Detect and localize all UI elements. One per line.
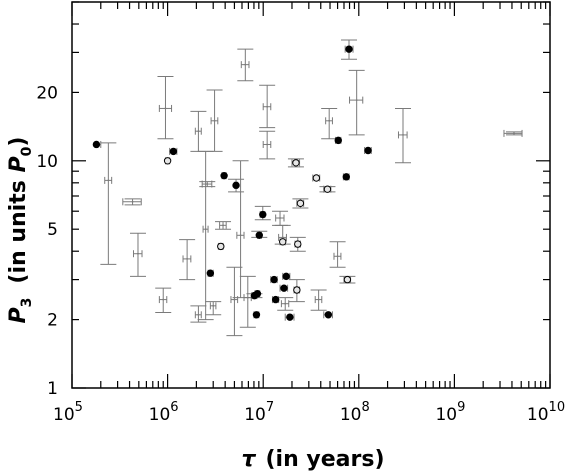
y-axis-title: P3(in units P0) <box>6 137 35 324</box>
data-point-center <box>244 63 247 66</box>
data-point-filled <box>364 146 372 155</box>
data-point-open <box>294 240 302 248</box>
data-point-center <box>281 236 284 239</box>
data-point-center <box>266 143 269 146</box>
data-point-open <box>323 185 332 193</box>
data-point-center <box>204 228 207 231</box>
x-tick-label-exponent: 6 <box>170 400 178 415</box>
x-tick-label-base: 10 <box>53 405 75 425</box>
y-axis-title-text: (in units <box>6 173 31 284</box>
y-axis-title-unit-sub: 0 <box>19 146 35 156</box>
data-point-filled <box>334 136 342 145</box>
data-point-center <box>137 252 139 255</box>
data-point-center <box>197 130 200 133</box>
x-tick-label: 109 <box>435 400 465 425</box>
data-point-center <box>317 298 320 301</box>
y-tick-label: 5 <box>47 220 58 240</box>
data-point-center <box>186 258 189 260</box>
data-point-filled <box>253 290 262 298</box>
data-point-center <box>162 298 165 301</box>
data-point-center <box>213 119 216 122</box>
x-tick-label-exponent: 5 <box>75 400 83 415</box>
data-point-filled <box>259 210 267 219</box>
data-point-filled <box>220 171 228 180</box>
data-point-center <box>246 296 249 299</box>
x-tick-label: 106 <box>149 400 179 425</box>
data-point-center <box>328 119 331 122</box>
y-tick-label: 1 <box>47 379 58 399</box>
x-axis-title-text: (in years) <box>266 447 385 472</box>
data-point-center <box>336 255 339 258</box>
data-point-open <box>343 275 352 284</box>
data-point-center <box>107 179 110 182</box>
x-axis-title: τ (in years) <box>241 447 384 472</box>
data-point-filled <box>255 231 263 240</box>
x-tick-label-exponent: 7 <box>266 400 274 415</box>
x-axis-title-greek: τ <box>241 447 256 472</box>
data-point-filled <box>270 275 278 284</box>
data-point-open <box>296 199 305 208</box>
data-point-center <box>233 298 236 301</box>
x-tick-label: 1010 <box>527 400 565 425</box>
y-tick-label: 10 <box>36 152 58 172</box>
data-point-center <box>402 134 404 136</box>
data-point-filled <box>271 295 280 304</box>
y-axis-title-unit: P <box>6 156 31 172</box>
data-point-filled <box>345 45 353 53</box>
data-point-center <box>284 302 287 305</box>
x-tick-label-base: 10 <box>149 405 171 425</box>
data-points <box>92 45 515 321</box>
data-point-filled <box>342 173 350 181</box>
x-tick-label-exponent: 9 <box>457 400 465 415</box>
data-point-filled <box>282 272 290 281</box>
x-tick-label-base: 10 <box>340 405 362 425</box>
data-point-open <box>293 286 301 294</box>
data-point-center <box>131 200 134 203</box>
data-point-open <box>312 174 321 182</box>
x-tick-label: 108 <box>340 400 370 425</box>
data-point-center <box>513 132 515 135</box>
y-axis-title-main: P <box>6 307 31 323</box>
x-tick-label-exponent: 8 <box>361 400 369 415</box>
data-point-center <box>197 313 200 316</box>
data-point-filled <box>286 313 294 321</box>
y-axis-title-sub: 3 <box>19 298 35 308</box>
data-point-open <box>279 238 287 246</box>
data-point-filled <box>280 284 288 292</box>
x-tick-label-base: 10 <box>527 405 549 425</box>
x-tick-label: 107 <box>244 400 274 425</box>
y-tick-label: 2 <box>47 311 58 331</box>
x-tick-label: 105 <box>53 400 83 425</box>
data-point-filled <box>169 147 178 156</box>
data-point-filled <box>206 269 215 277</box>
data-point-center <box>355 99 358 102</box>
y-axis-title-close: ) <box>6 137 31 147</box>
data-point-center <box>222 224 224 227</box>
data-point-center <box>279 217 281 219</box>
y-tick-label: 20 <box>36 83 58 103</box>
data-point-center <box>206 183 209 185</box>
data-point-open <box>292 159 300 167</box>
data-point-filled <box>324 311 333 319</box>
data-point-filled <box>252 311 261 319</box>
data-point-open <box>163 157 172 165</box>
data-point-filled <box>232 181 240 190</box>
x-tick-label-exponent: 10 <box>549 400 566 415</box>
error-bars <box>95 39 523 337</box>
data-point-center <box>239 234 242 237</box>
data-point-center <box>164 107 167 110</box>
axes <box>71 1 551 389</box>
data-point-center <box>266 105 269 108</box>
data-point-center <box>212 304 215 307</box>
x-tick-label-base: 10 <box>435 405 457 425</box>
data-point-filled <box>92 140 101 149</box>
data-point-open <box>217 242 225 251</box>
x-tick-label-base: 10 <box>244 405 266 425</box>
plot-frame <box>71 1 551 389</box>
